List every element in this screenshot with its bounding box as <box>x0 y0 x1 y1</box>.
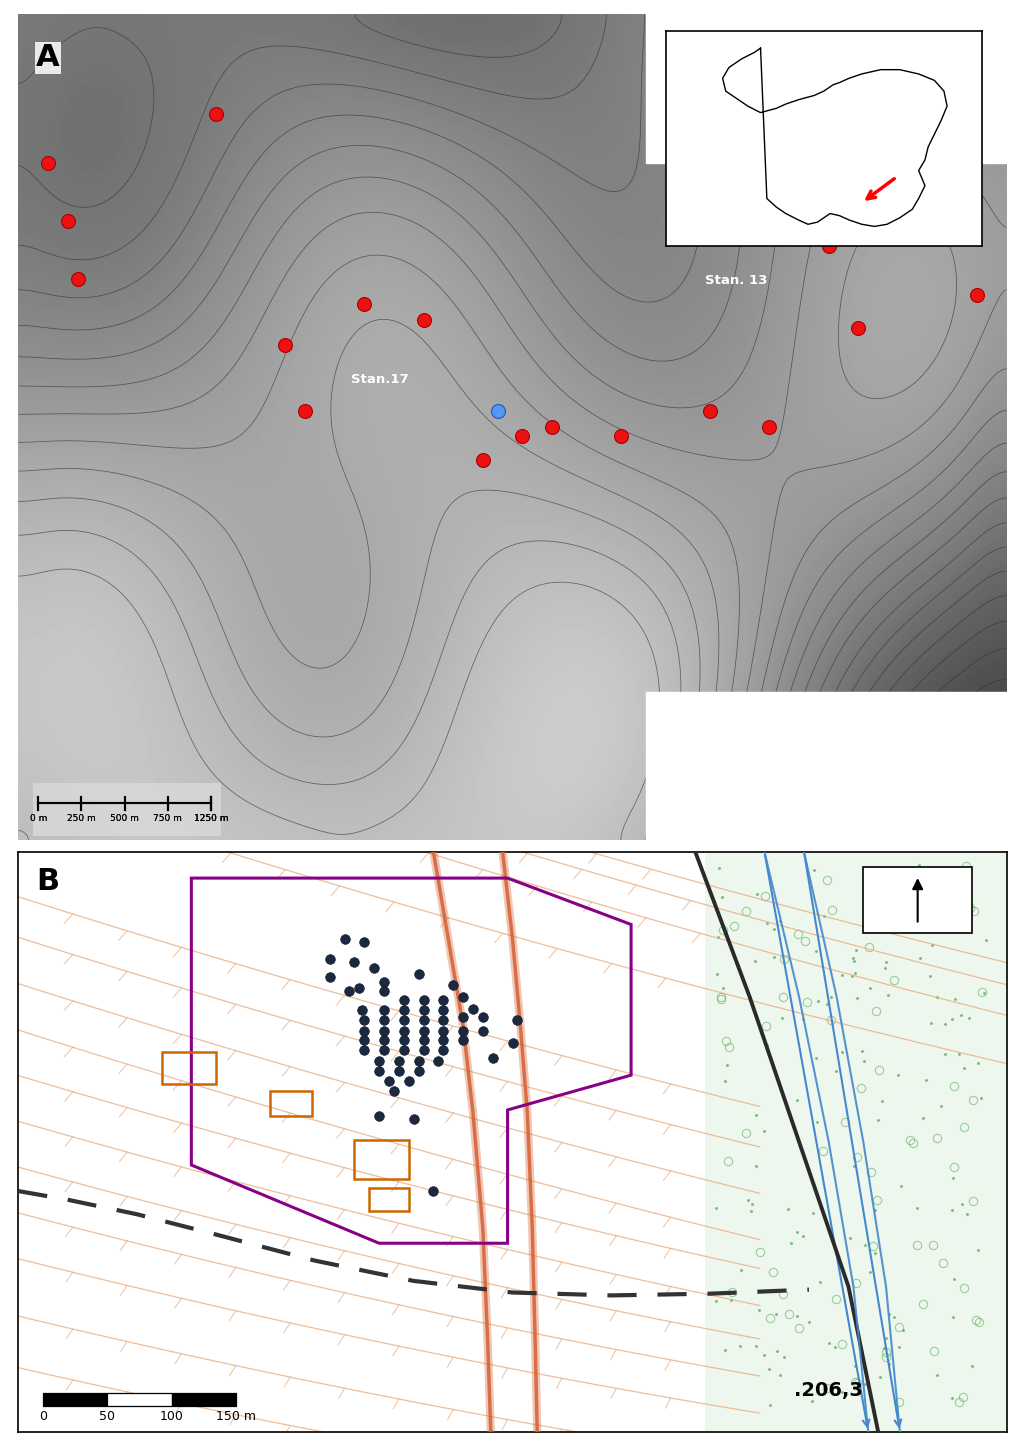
Text: 750 m: 750 m <box>154 814 182 823</box>
Text: 0 m: 0 m <box>30 814 47 823</box>
Bar <box>172 1392 236 1406</box>
Text: 750 m: 750 m <box>154 814 182 823</box>
Text: 50: 50 <box>99 1410 116 1423</box>
Text: 0 m: 0 m <box>30 814 47 823</box>
Text: 1250 m: 1250 m <box>194 814 228 823</box>
Bar <box>108 1392 172 1406</box>
Bar <box>270 1091 312 1116</box>
Bar <box>162 1052 216 1084</box>
Text: 150 m: 150 m <box>216 1410 256 1423</box>
Text: 1250 m: 1250 m <box>194 814 228 823</box>
Text: 250 m: 250 m <box>67 814 96 823</box>
Bar <box>863 867 972 933</box>
Text: Stan. 13: Stan. 13 <box>706 274 768 287</box>
Bar <box>354 1140 409 1179</box>
Bar <box>706 852 1007 1432</box>
Text: Stan.17: Stan.17 <box>351 374 409 385</box>
Text: .206,3: .206,3 <box>795 1381 863 1400</box>
Text: B: B <box>36 867 59 895</box>
Text: 250 m: 250 m <box>67 814 96 823</box>
Text: A: A <box>36 43 59 72</box>
Text: 100: 100 <box>160 1410 183 1423</box>
Text: 0: 0 <box>39 1410 47 1423</box>
Bar <box>370 1188 409 1211</box>
Text: 1250 m: 1250 m <box>194 814 228 823</box>
Bar <box>33 782 221 836</box>
Text: 500 m: 500 m <box>111 814 139 823</box>
Text: 500 m: 500 m <box>111 814 139 823</box>
Bar <box>43 1392 108 1406</box>
